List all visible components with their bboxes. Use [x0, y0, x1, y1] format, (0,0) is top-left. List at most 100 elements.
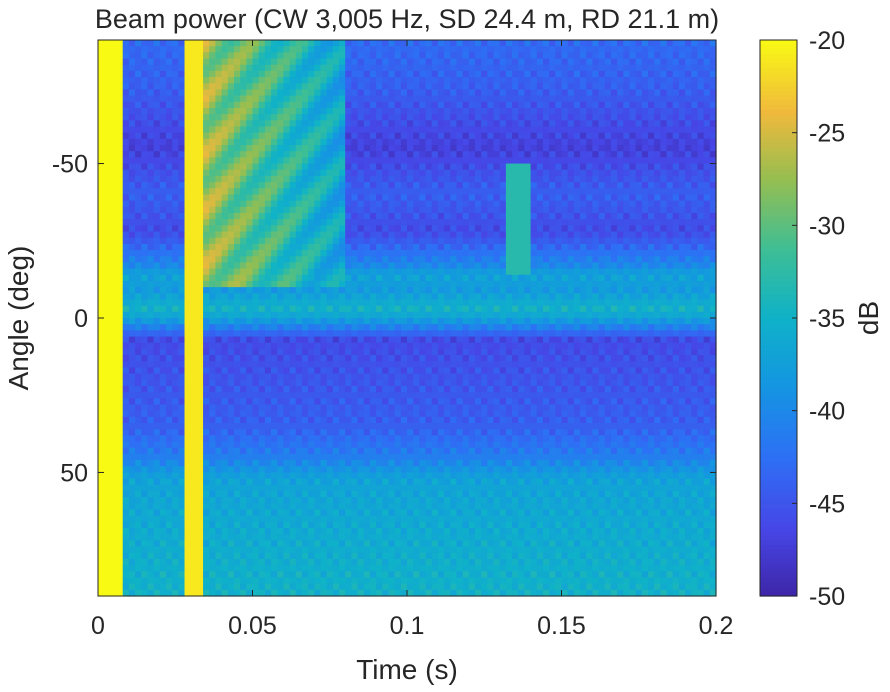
heatmap-cell	[289, 107, 297, 115]
heatmap-cell	[135, 46, 142, 53]
heatmap-cell	[425, 466, 433, 474]
heatmap-cell	[277, 250, 284, 257]
heatmap-cell	[110, 200, 118, 208]
heatmap-cell	[221, 509, 229, 517]
heatmap-cell	[363, 435, 371, 443]
heatmap-cell	[184, 515, 192, 523]
heatmap-cell	[351, 453, 359, 461]
heatmap-cell	[178, 398, 186, 406]
heatmap-cell	[382, 83, 390, 91]
heatmap-cell	[165, 367, 173, 375]
heatmap-cell	[153, 293, 161, 301]
heatmap-cell	[104, 447, 111, 455]
heatmap-cell	[215, 410, 223, 418]
heatmap-cell	[394, 546, 402, 554]
heatmap-cell	[196, 466, 204, 474]
heatmap-cell	[388, 385, 396, 393]
heatmap-cell	[425, 70, 433, 78]
heatmap-cell	[98, 528, 105, 535]
heatmap-cell	[209, 441, 217, 449]
heatmap-cell	[252, 107, 260, 115]
heatmap-cell	[357, 280, 365, 288]
heatmap-cell	[190, 441, 198, 449]
heatmap-cell	[301, 200, 309, 208]
heatmap-cell	[277, 243, 284, 251]
heatmap-cell	[413, 212, 420, 220]
heatmap-cell	[104, 392, 111, 399]
heatmap-cell	[184, 293, 192, 301]
heatmap-cell	[141, 70, 149, 78]
heatmap-cell	[425, 324, 433, 331]
heatmap-cell	[407, 83, 414, 91]
heatmap-cell	[221, 157, 229, 165]
heatmap-cell	[159, 256, 167, 263]
heatmap-cell	[382, 70, 390, 78]
heatmap-cell	[221, 46, 229, 53]
heatmap-cell	[203, 484, 210, 492]
heatmap-cell	[295, 212, 303, 220]
heatmap-cell	[345, 114, 352, 121]
heatmap-cell	[227, 441, 235, 449]
heatmap-cell	[252, 460, 260, 467]
heatmap-cell	[413, 521, 420, 529]
heatmap-cell	[413, 392, 420, 399]
heatmap-cell	[110, 540, 118, 548]
heatmap-cell	[369, 324, 377, 331]
heatmap-cell	[141, 287, 149, 294]
heatmap-cell	[363, 367, 371, 375]
heatmap-cell	[431, 515, 439, 523]
heatmap-cell	[252, 503, 260, 511]
heatmap-cell	[425, 280, 433, 288]
heatmap-cell	[277, 509, 284, 517]
heatmap-cell	[357, 40, 365, 47]
heatmap-cell	[203, 293, 210, 301]
heatmap-cell	[351, 95, 359, 103]
heatmap-cell	[209, 472, 217, 480]
heatmap-cell	[128, 546, 136, 554]
heatmap-cell	[258, 404, 266, 412]
heatmap-cell	[369, 120, 377, 128]
heatmap-cell	[407, 361, 414, 369]
heatmap-cell	[301, 490, 309, 498]
heatmap-cell	[363, 472, 371, 480]
heatmap-cell	[240, 212, 247, 220]
heatmap-cell	[252, 515, 260, 523]
heatmap-cell	[320, 336, 328, 344]
heatmap-cell	[178, 466, 186, 474]
heatmap-cell	[184, 583, 192, 591]
heatmap-cell	[203, 583, 210, 591]
heatmap-cell	[308, 311, 315, 319]
heatmap-cell	[295, 225, 303, 233]
heatmap-cell	[351, 509, 359, 517]
heatmap-cell	[190, 95, 198, 103]
heatmap-cell	[388, 342, 396, 350]
heatmap-cell	[122, 398, 130, 406]
heatmap-cell	[431, 392, 439, 399]
heatmap-cell	[314, 219, 322, 226]
heatmap-cell	[332, 58, 340, 66]
heatmap-cell	[264, 138, 272, 146]
heatmap-cell	[147, 552, 155, 560]
heatmap-cell	[332, 410, 340, 418]
heatmap-cell	[215, 107, 223, 115]
heatmap-cell	[159, 151, 167, 158]
heatmap-cell	[413, 114, 420, 121]
heatmap-cell	[326, 268, 334, 276]
heatmap-cell	[376, 114, 383, 121]
heatmap-cell	[283, 490, 291, 498]
heatmap-cell	[221, 280, 229, 288]
heatmap-cell	[116, 293, 124, 301]
heatmap-cell	[264, 77, 272, 84]
heatmap-cell	[221, 497, 229, 504]
heatmap-cell	[400, 509, 408, 517]
heatmap-cell	[203, 120, 210, 128]
heatmap-cell	[233, 132, 241, 140]
heatmap-cell	[388, 515, 396, 523]
heatmap-cell	[116, 169, 124, 177]
heatmap-cell	[425, 95, 433, 103]
heatmap-cell	[376, 429, 383, 436]
heatmap-cell	[431, 429, 439, 436]
heatmap-cell	[407, 126, 414, 134]
heatmap-cell	[283, 237, 291, 245]
heatmap-cell	[277, 379, 284, 387]
